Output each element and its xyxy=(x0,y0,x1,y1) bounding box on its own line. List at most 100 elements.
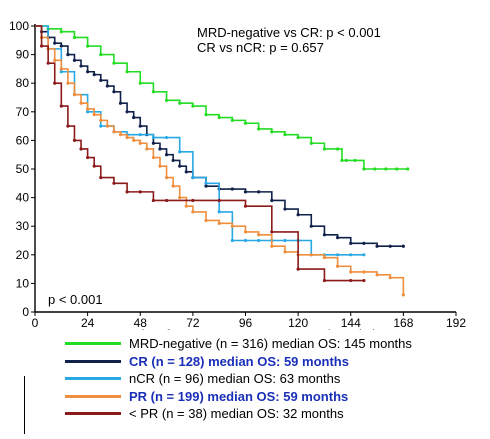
censor-marker-0 xyxy=(191,104,195,108)
x-tick-label: 192 xyxy=(446,316,466,330)
censor-marker-4 xyxy=(164,198,169,203)
legend-swatch xyxy=(65,394,121,398)
censor-marker-1 xyxy=(99,78,103,82)
y-tick-label: 80 xyxy=(16,76,30,90)
censor-marker-0 xyxy=(86,44,90,48)
censor-marker-1 xyxy=(204,184,208,188)
comparison-annotation-1: MRD-negative vs CR: p < 0.001 xyxy=(197,25,381,40)
censor-marker-2 xyxy=(178,150,182,154)
legend-swatch xyxy=(65,359,121,363)
censor-marker-4 xyxy=(151,198,156,203)
x-axis-label: Time from response assessment (months) xyxy=(134,327,377,330)
censor-marker-4 xyxy=(243,204,248,208)
censor-marker-3 xyxy=(92,113,96,117)
censor-marker-0 xyxy=(296,135,300,140)
overall-p-annotation: p < 0.001 xyxy=(48,292,103,307)
censor-marker-0 xyxy=(217,115,221,120)
censor-marker-3 xyxy=(79,101,83,105)
censor-marker-1 xyxy=(158,147,162,151)
censor-marker-4 xyxy=(66,124,70,128)
censor-marker-0 xyxy=(373,167,377,171)
censor-marker-0 xyxy=(362,167,366,171)
censor-marker-1 xyxy=(151,141,156,145)
censor-marker-1 xyxy=(362,241,366,245)
x-tick-label: 72 xyxy=(186,316,200,330)
censor-marker-0 xyxy=(164,98,169,102)
y-tick-label: 40 xyxy=(16,191,30,205)
censor-marker-0 xyxy=(125,70,129,74)
survival-chart: 0 10 20 30 40 50 60 70 80 90 100 0 24 48 72 96 120 144 168… xyxy=(9,19,466,330)
legend-label: < PR (n = 38) median OS: 32 months xyxy=(129,406,344,421)
x-tick-label: 120 xyxy=(288,316,308,330)
censor-marker-3 xyxy=(322,256,327,260)
censor-marker-2 xyxy=(349,253,353,257)
y-tick-label: 60 xyxy=(16,133,30,147)
censor-marker-4 xyxy=(217,198,221,203)
censor-marker-3 xyxy=(349,270,353,274)
censor-marker-4 xyxy=(349,278,353,283)
censor-marker-1 xyxy=(92,73,96,77)
censor-marker-1 xyxy=(401,244,405,248)
censor-marker-4 xyxy=(46,61,50,65)
censor-marker-1 xyxy=(322,233,327,237)
censor-marker-2 xyxy=(362,253,366,257)
censor-marker-4 xyxy=(86,155,90,160)
censor-marker-0 xyxy=(340,158,344,163)
censor-marker-3 xyxy=(66,81,70,85)
censor-marker-4 xyxy=(59,104,63,108)
censor-marker-1 xyxy=(164,153,169,157)
censor-marker-3 xyxy=(53,58,57,62)
censor-marker-4 xyxy=(191,198,195,203)
censor-marker-3 xyxy=(138,141,142,145)
legend-label: nCR (n = 96) median OS: 63 months xyxy=(129,371,341,386)
censor-marker-4 xyxy=(125,190,129,194)
censor-marker-0 xyxy=(283,133,287,137)
censor-marker-1 xyxy=(230,187,234,191)
censor-marker-2 xyxy=(243,238,248,243)
censor-marker-2 xyxy=(151,135,156,140)
censor-marker-3 xyxy=(125,135,129,140)
censor-marker-1 xyxy=(283,207,287,211)
censor-marker-4 xyxy=(92,164,96,168)
y-tick-label: 70 xyxy=(16,105,30,119)
x-tick-label: 0 xyxy=(32,316,39,330)
censor-marker-1 xyxy=(178,164,182,168)
censor-marker-3 xyxy=(309,253,313,257)
x-tick-label: 48 xyxy=(134,316,148,330)
censor-marker-3 xyxy=(86,107,90,111)
legend: MRD-negative (n = 316) median OS: 145 mo… xyxy=(40,335,480,423)
censor-marker-3 xyxy=(230,224,234,228)
censor-marker-0 xyxy=(322,147,327,151)
censor-marker-1 xyxy=(86,70,90,74)
y-tick-label: 10 xyxy=(16,276,30,290)
censor-marker-0 xyxy=(99,53,103,57)
censor-marker-3 xyxy=(151,155,156,160)
censor-marker-0 xyxy=(204,113,208,117)
censor-marker-1 xyxy=(375,244,379,248)
censor-marker-0 xyxy=(406,167,410,171)
censor-marker-3 xyxy=(388,276,392,280)
legend-bracket xyxy=(24,376,25,434)
censor-marker-0 xyxy=(384,167,388,171)
legend-entry: PR (n = 199) median OS: 59 months xyxy=(40,388,480,406)
censor-marker-3 xyxy=(99,118,103,122)
censor-marker-0 xyxy=(243,121,248,125)
censor-marker-2 xyxy=(217,210,221,214)
series-line-2 xyxy=(35,25,364,256)
censor-marker-2 xyxy=(138,133,142,137)
censor-marker-1 xyxy=(79,64,83,68)
censor-marker-4 xyxy=(296,267,300,271)
censor-marker-3 xyxy=(184,204,188,208)
censor-marker-2 xyxy=(191,175,195,180)
legend-entry: CR (n = 128) median OS: 59 months xyxy=(40,353,480,371)
y-tick-label: 100 xyxy=(9,19,29,33)
censor-marker-1 xyxy=(349,241,353,245)
censor-marker-4 xyxy=(362,278,366,283)
censor-marker-0 xyxy=(257,127,261,131)
censor-marker-2 xyxy=(99,124,103,128)
censor-marker-4 xyxy=(270,230,274,234)
censor-marker-0 xyxy=(344,158,348,163)
censor-marker-1 xyxy=(257,190,261,194)
x-tick-label: 168 xyxy=(393,316,413,330)
censor-marker-1 xyxy=(296,213,300,217)
